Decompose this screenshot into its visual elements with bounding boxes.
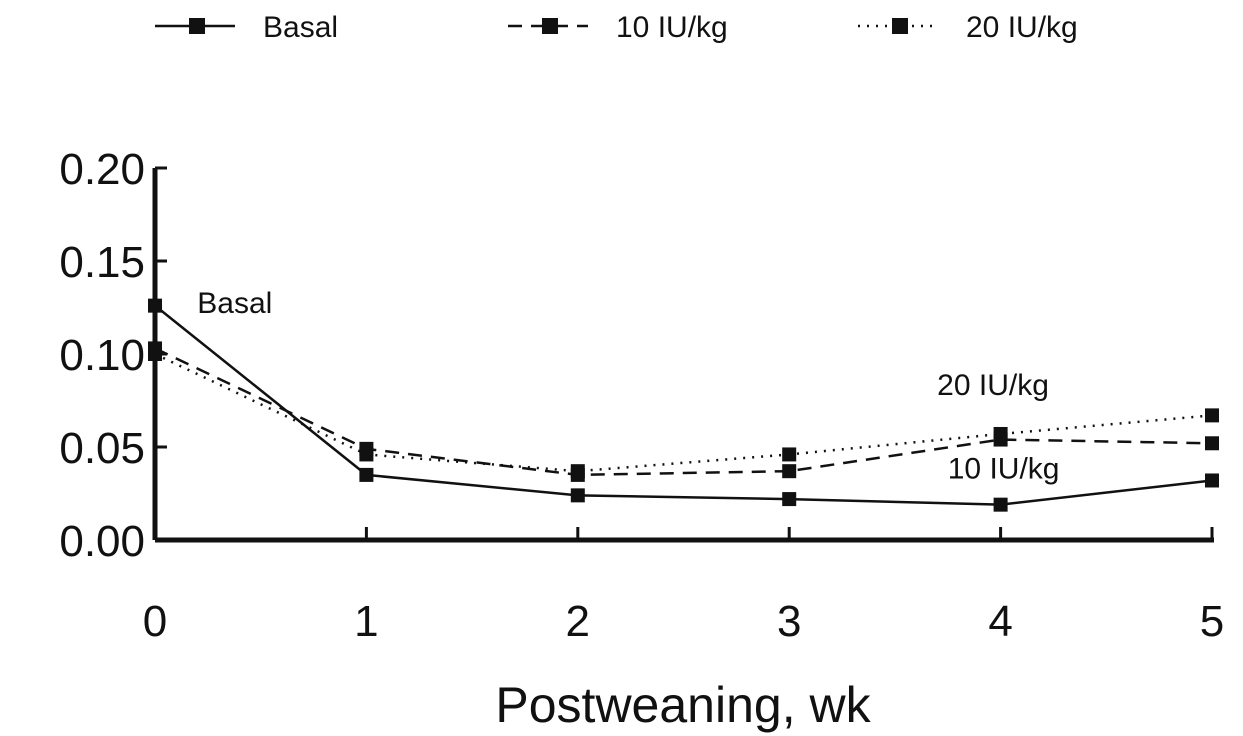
data-point-marker — [782, 492, 797, 507]
data-point-marker — [148, 347, 162, 361]
y-tick-label: 0.10 — [59, 331, 145, 380]
x-axis-ticks: 0 1 2 3 4 5 — [143, 527, 1224, 646]
data-point-marker — [1205, 473, 1219, 488]
data-point-marker — [993, 426, 1008, 441]
data-point-marker — [782, 464, 797, 479]
data-point-marker — [1205, 436, 1219, 451]
chart-annotations: Basal 20 IU/kg 10 IU/kg — [197, 287, 1059, 486]
legend-label: Basal — [263, 11, 338, 44]
legend-item: 20 IU/kg — [858, 11, 1078, 44]
series-line-solid — [154, 304, 1213, 506]
series-markers — [148, 298, 1219, 512]
x-tick-label: 1 — [354, 597, 378, 646]
annotation-label: 10 IU/kg — [948, 453, 1060, 486]
data-point-marker — [148, 298, 162, 313]
legend-item: Basal — [155, 11, 338, 44]
legend-label: 20 IU/kg — [966, 11, 1078, 44]
legend-label: 10 IU/kg — [616, 11, 728, 44]
annotation-label: Basal — [197, 287, 272, 320]
x-tick-label: 3 — [777, 597, 801, 646]
y-tick-label: 0.00 — [59, 517, 145, 566]
data-point-marker — [570, 488, 585, 503]
legend-marker-swatch — [892, 18, 908, 34]
x-tick-label: 4 — [988, 597, 1012, 646]
legend-marker-swatch — [189, 18, 205, 34]
x-axis-title: Postweaning, wk — [495, 677, 871, 733]
y-tick-label: 0.05 — [59, 424, 145, 473]
data-point-marker — [570, 464, 585, 479]
data-point-marker — [1205, 408, 1219, 423]
data-point-marker — [782, 447, 797, 462]
data-point-marker — [993, 497, 1008, 512]
legend-item: 10 IU/kg — [508, 11, 728, 44]
legend-marker-swatch — [542, 18, 558, 34]
y-tick-label: 0.20 — [59, 145, 145, 194]
x-tick-label: 0 — [143, 597, 167, 646]
data-point-marker — [359, 447, 374, 462]
series-line-dashed — [154, 347, 1213, 477]
annotation-label: 20 IU/kg — [937, 369, 1049, 402]
y-tick-label: 0.15 — [59, 238, 145, 287]
series-lines — [154, 304, 1213, 506]
x-tick-label: 5 — [1200, 597, 1224, 646]
legend: Basal 10 IU/kg 20 IU/kg — [155, 11, 1078, 44]
x-tick-label: 2 — [566, 597, 590, 646]
y-axis-ticks: 0.00 0.05 0.10 0.15 0.20 — [59, 145, 167, 566]
data-point-marker — [359, 467, 374, 482]
